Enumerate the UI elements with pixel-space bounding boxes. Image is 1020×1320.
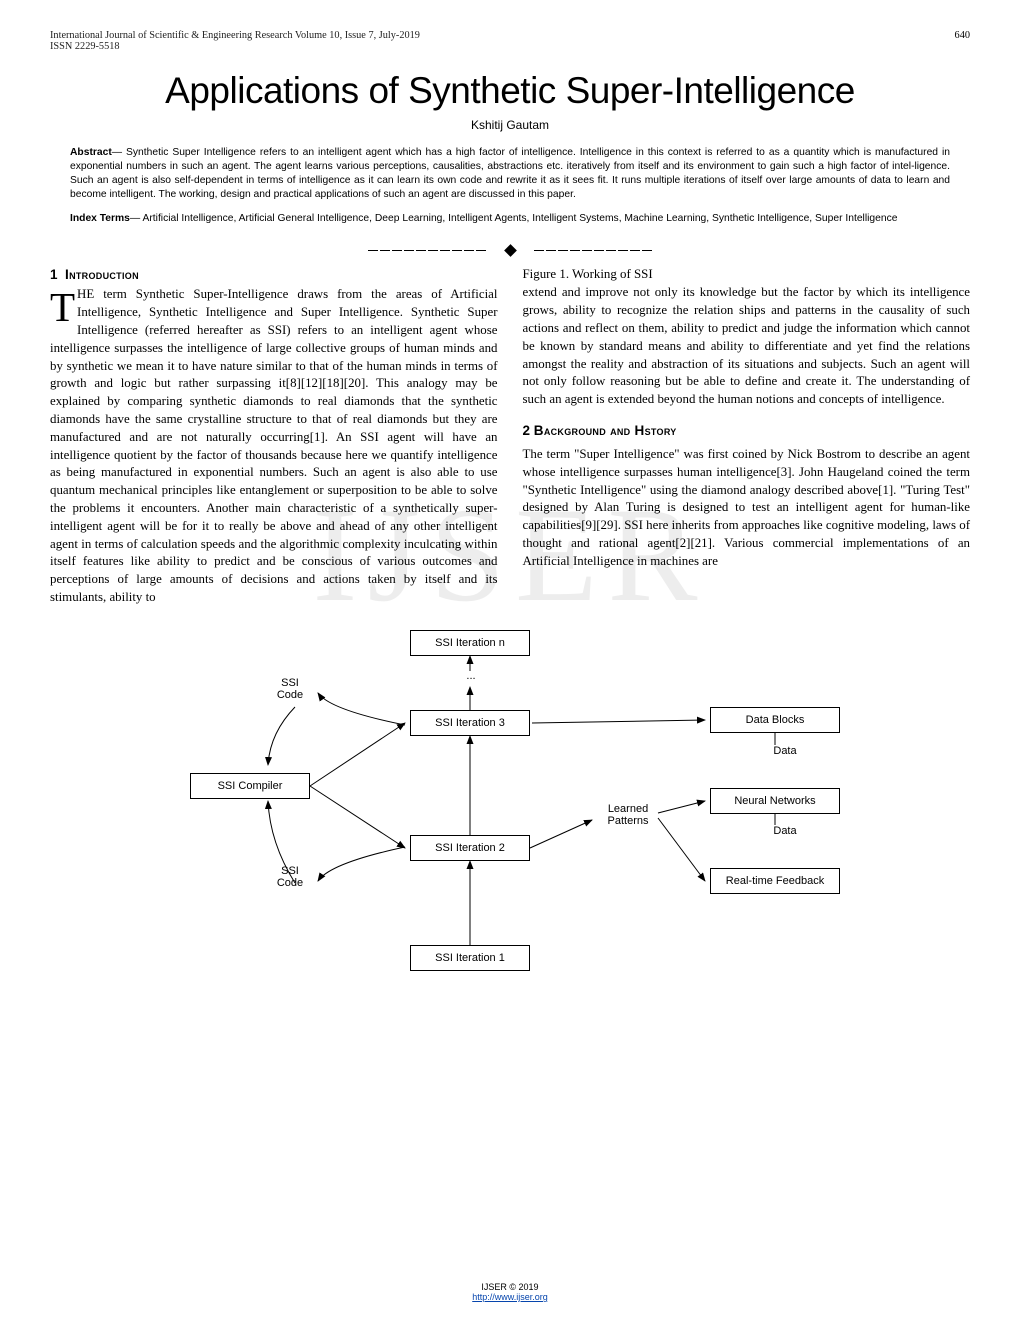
abstract-text: — Synthetic Super Intelligence refers to… (70, 147, 950, 200)
journal-header-2: ISSN 2229-5518 (50, 41, 970, 52)
section-2-heading: 2 Background and Hstory (523, 423, 971, 438)
fig-node-iter_n: SSI Iteration n (410, 630, 530, 656)
left-column: 1 Introduction THE term Synthetic Super-… (50, 267, 498, 606)
fig-node-learned: Learned Patterns (598, 803, 658, 833)
section-1-body: THE term Synthetic Super-Intelligence dr… (50, 286, 498, 606)
section-1-heading: 1 Introduction (50, 267, 498, 282)
dropcap: T (50, 286, 77, 325)
footer-copyright: IJSER © 2019 (0, 1282, 1020, 1292)
fig-node-iter_2: SSI Iteration 2 (410, 835, 530, 861)
fig-node-ssi_code_1: SSI Code (270, 677, 310, 707)
index-terms-label: Index Terms (70, 213, 130, 224)
fig-node-data_1: Data (755, 745, 815, 767)
section-1-continuation: extend and improve not only its knowledg… (523, 284, 971, 409)
section-1-number: 1 (50, 267, 58, 282)
two-column-layout: 1 Introduction THE term Synthetic Super-… (50, 267, 970, 606)
fig-node-dots: ... (456, 670, 486, 686)
section-2-number: 2 (523, 423, 531, 438)
fig-node-data_2: Data (755, 825, 815, 847)
figure-1-wrap: SSI Compiler SSI Code SSI Code SSI Iteratio… (50, 625, 970, 985)
journal-header-1: International Journal of Scientific & En… (50, 30, 970, 41)
right-column: Figure 1. Working of SSI extend and impr… (523, 267, 971, 606)
figure-1-diagram: SSI Compiler SSI Code SSI Code SSI Iteratio… (120, 625, 900, 985)
paper-title: Applications of Synthetic Super-Intellig… (50, 70, 970, 112)
abstract-block: Abstract— Synthetic Super Intelligence r… (70, 146, 950, 202)
section-1-title: Introduction (65, 267, 139, 282)
section-1-text: HE term Synthetic Super-Intelligence dra… (50, 287, 498, 604)
figure-1-caption: Figure 1. Working of SSI (523, 267, 971, 282)
author-name: Kshitij Gautam (50, 118, 970, 132)
page-footer: IJSER © 2019 http://www.ijser.org (0, 1282, 1020, 1302)
footer-link[interactable]: http://www.ijser.org (472, 1292, 548, 1302)
section-2-body: The term "Super Intelligence" was first … (523, 446, 971, 571)
fig-node-ssi_code_2: SSI Code (270, 865, 310, 895)
fig-node-neural: Neural Networks (710, 788, 840, 814)
index-terms-block: Index Terms— Artificial Intelligence, Ar… (70, 212, 950, 226)
section-separator (50, 241, 970, 257)
diamond-icon (504, 244, 517, 257)
index-terms-text: — Artificial Intelligence, Artificial Ge… (130, 213, 898, 224)
fig-node-iter_1: SSI Iteration 1 (410, 945, 530, 971)
page-number: 640 (955, 30, 970, 41)
section-2-title: Background and Hstory (534, 423, 677, 438)
fig-node-feedback: Real-time Feedback (710, 868, 840, 894)
fig-node-iter_3: SSI Iteration 3 (410, 710, 530, 736)
fig-node-ssi_compiler: SSI Compiler (190, 773, 310, 799)
fig-node-data_blocks: Data Blocks (710, 707, 840, 733)
abstract-label: Abstract (70, 147, 112, 158)
